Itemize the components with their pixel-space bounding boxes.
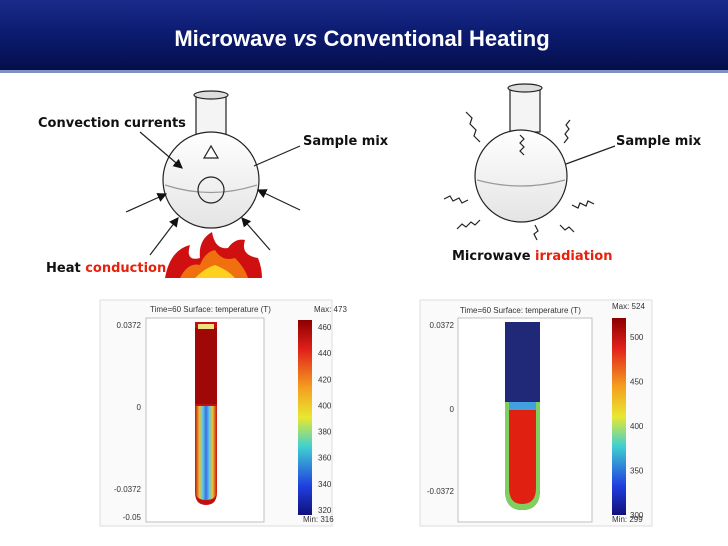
colorbar-tick-label: 450 <box>630 378 644 387</box>
y-tick-label: -0.0372 <box>427 487 455 496</box>
heat-label: Heat conduction <box>46 261 166 276</box>
sample-label: Sample mix <box>303 134 389 149</box>
colorbar-tick-label: 350 <box>630 467 644 476</box>
colorbar-tick-label: 340 <box>318 480 332 489</box>
title-part: vs <box>293 26 317 51</box>
conventional-simulation <box>99 299 333 527</box>
title-part: Microwave <box>174 26 287 51</box>
colorbar-tick-label: 400 <box>630 422 644 431</box>
microwave-simulation <box>419 299 653 527</box>
microwave-flask <box>443 83 616 241</box>
colorbar-tick-label: 380 <box>318 428 332 437</box>
y-tick-label: 0.0372 <box>117 321 142 330</box>
header-band <box>0 0 728 72</box>
y-tick-label: 0 <box>137 403 142 412</box>
plot-title: Time=60 Surface: temperature (T) <box>460 306 581 315</box>
plot-title: Time=60 Surface: temperature (T) <box>150 305 271 314</box>
header-rule <box>0 70 728 73</box>
colorbar-tick-label: 420 <box>318 375 332 384</box>
colorbar-tick-label: 400 <box>318 401 332 410</box>
label-part: irradiation <box>535 249 612 264</box>
label-part: Heat <box>46 261 81 276</box>
colorbar-tick-label: 460 <box>318 323 332 332</box>
colorbar-max: Max: 473 <box>314 305 347 314</box>
flame-icon <box>165 232 262 278</box>
y-tick-label: 0.0372 <box>430 321 455 330</box>
label-part: conduction <box>85 261 166 276</box>
colorbar-tick-label: 320 <box>318 506 332 515</box>
colorbar-tick-label: 500 <box>630 333 644 342</box>
sample-label: Sample mix <box>616 134 702 149</box>
colorbar-min: Min: 299 <box>612 515 643 524</box>
colorbar-tick-label: 440 <box>318 349 332 358</box>
convection-label: Convection currents <box>38 116 186 131</box>
slide-title: Microwave vs Conventional Heating <box>174 26 549 51</box>
irradiation-label: Microwave irradiation <box>452 249 613 264</box>
y-tick-label: 0 <box>450 405 455 414</box>
label-part: Microwave <box>452 249 531 264</box>
y-tick-label: -0.05 <box>123 513 142 522</box>
title-part: Conventional Heating <box>324 26 550 51</box>
y-tick-label: -0.0372 <box>114 485 142 494</box>
colorbar-max: Max: 524 <box>612 302 645 311</box>
conventional-flask <box>125 90 301 256</box>
colorbar-min: Min: 316 <box>303 515 334 524</box>
colorbar-tick-label: 360 <box>318 454 332 463</box>
colorbar-tick-label: 300 <box>630 511 644 520</box>
